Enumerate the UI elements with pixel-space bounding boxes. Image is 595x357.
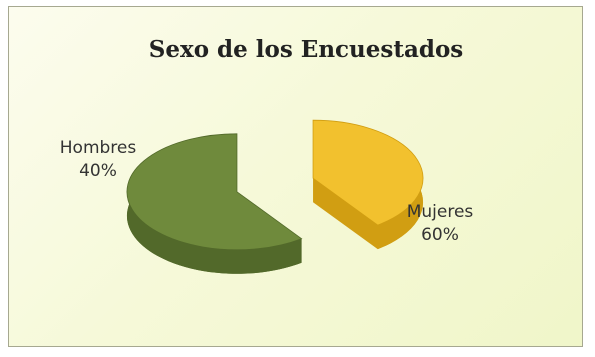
chart-title: Sexo de los Encuestados <box>149 36 464 63</box>
value-label-hombres: 40% <box>79 161 117 181</box>
pie-slices <box>126 119 424 274</box>
chart-area <box>8 6 583 347</box>
value-label-mujeres: 60% <box>421 225 459 245</box>
slice-hombres <box>312 119 424 226</box>
category-label-mujeres: Mujeres <box>407 202 474 222</box>
category-label-hombres: Hombres <box>60 138 137 158</box>
slice-mujeres <box>126 133 303 251</box>
